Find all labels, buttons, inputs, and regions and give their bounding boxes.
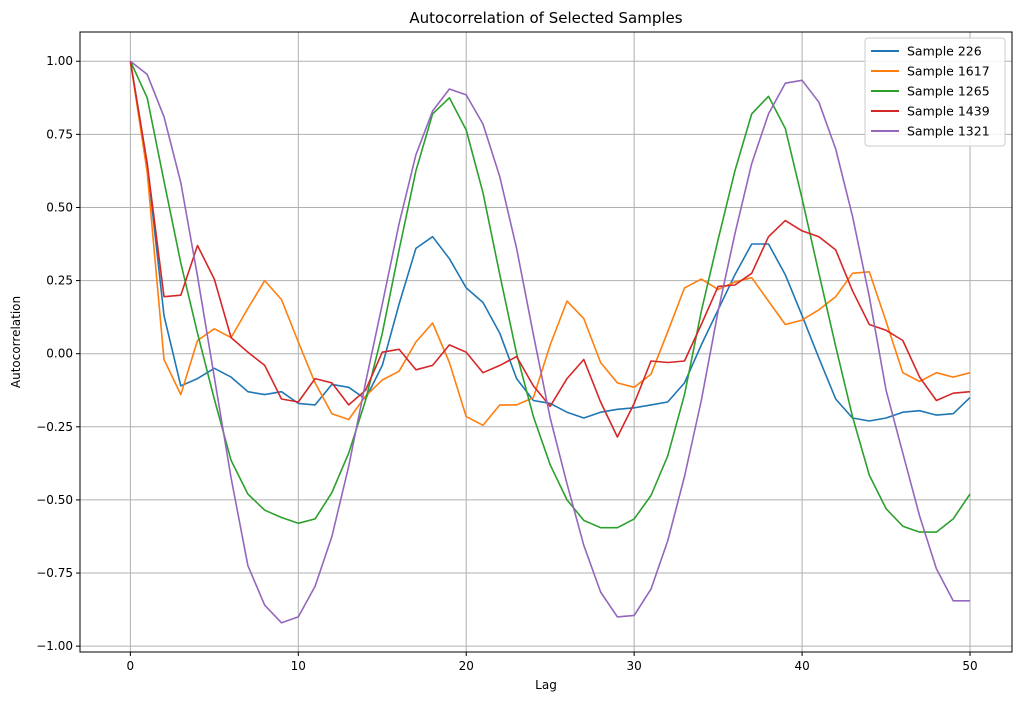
series-line [129, 61, 971, 427]
x-axis-ticks: 0 10 20 30 40 50 [127, 652, 978, 673]
legend-box [864, 37, 1006, 147]
y-tick-label: −1.00 [36, 639, 73, 653]
y-tick-label: 0.00 [46, 347, 73, 361]
legend-entry-label: Sample 1617 [907, 64, 990, 79]
legend-entry-label: Sample 1265 [907, 84, 990, 99]
y-tick-label: −0.50 [36, 493, 73, 507]
x-axis-label: Lag [535, 678, 557, 692]
y-tick-label: 0.25 [46, 274, 73, 288]
legend-entry-label: Sample 226 [907, 44, 982, 59]
series-line [129, 60, 971, 533]
y-tick-label: 0.50 [46, 200, 73, 214]
series-line [129, 61, 971, 438]
y-tick-label: 1.00 [46, 54, 73, 68]
legend-entry-label: Sample 1321 [907, 124, 990, 139]
x-tick-label: 20 [459, 659, 474, 673]
y-tick-label: −0.75 [36, 566, 73, 580]
series-lines [129, 60, 971, 624]
legend-entry-label: Sample 1439 [907, 104, 990, 119]
chart-title: Autocorrelation of Selected Samples [409, 9, 682, 27]
y-axis-ticks: −1.00 −0.75 −0.50 −0.25 0.00 0.25 0.50 0.75 1.00 [36, 54, 80, 653]
x-tick-label: 50 [962, 659, 977, 673]
series-line [129, 60, 970, 624]
x-tick-label: 30 [627, 659, 642, 673]
legend: Sample 226 Sample 1617 Sample 1265 Sample 1… [864, 37, 1006, 147]
y-axis-label: Autocorrelation [9, 296, 23, 388]
series-line [129, 61, 971, 422]
x-tick-label: 40 [794, 659, 809, 673]
x-tick-label: 10 [291, 659, 306, 673]
y-tick-label: −0.25 [36, 420, 73, 434]
plot-area-frame [79, 31, 1013, 653]
x-tick-label: 0 [127, 659, 135, 673]
y-tick-label: 0.75 [46, 127, 73, 141]
